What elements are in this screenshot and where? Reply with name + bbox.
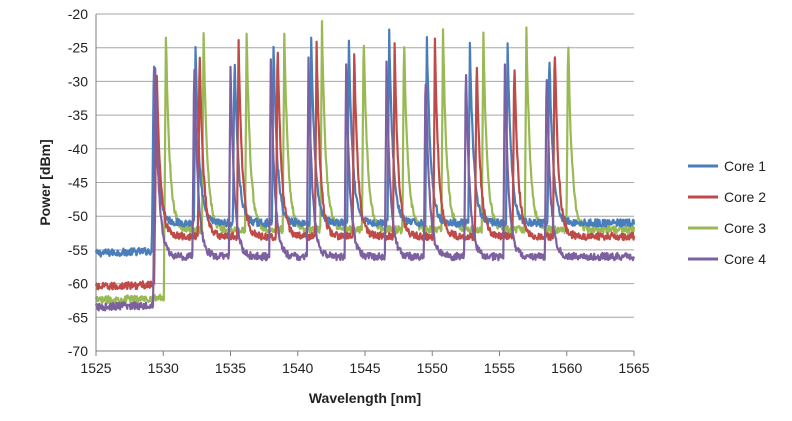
y-tick-label: -35 xyxy=(68,107,88,123)
x-tick-label: 1555 xyxy=(484,360,515,376)
x-tick-label: 1540 xyxy=(282,360,313,376)
x-tick-label: 1550 xyxy=(417,360,448,376)
y-tick-label: -65 xyxy=(68,309,88,325)
x-tick-label: 1535 xyxy=(215,360,246,376)
y-tick-label: -55 xyxy=(68,242,88,258)
series-lines xyxy=(94,20,636,312)
y-tick-label: -50 xyxy=(68,208,88,224)
x-tick-label: 1545 xyxy=(349,360,380,376)
y-axis-title: Power [dBm] xyxy=(37,139,53,225)
y-tick-label: -45 xyxy=(68,175,88,191)
legend-label: Core 3 xyxy=(724,220,766,236)
y-tick-label: -20 xyxy=(68,6,88,22)
y-tick-label: -60 xyxy=(68,276,88,292)
y-tick-label: -25 xyxy=(68,40,88,56)
x-axis-title: Wavelength [nm] xyxy=(309,390,421,406)
x-tick-label: 1525 xyxy=(80,360,111,376)
x-tick-label: 1530 xyxy=(148,360,179,376)
legend-label: Core 1 xyxy=(724,158,766,174)
legend-label: Core 4 xyxy=(724,251,766,267)
y-tick-label: -30 xyxy=(68,73,88,89)
series-line-core-4 xyxy=(94,56,636,312)
x-tick-label: 1560 xyxy=(551,360,582,376)
x-tick-label: 1565 xyxy=(618,360,649,376)
legend: Core 1 Core 2 Core 3 Core 4 xyxy=(688,158,766,267)
y-tick-label: -70 xyxy=(68,343,88,359)
legend-label: Core 2 xyxy=(724,189,766,205)
y-tick-label: -40 xyxy=(68,141,88,157)
